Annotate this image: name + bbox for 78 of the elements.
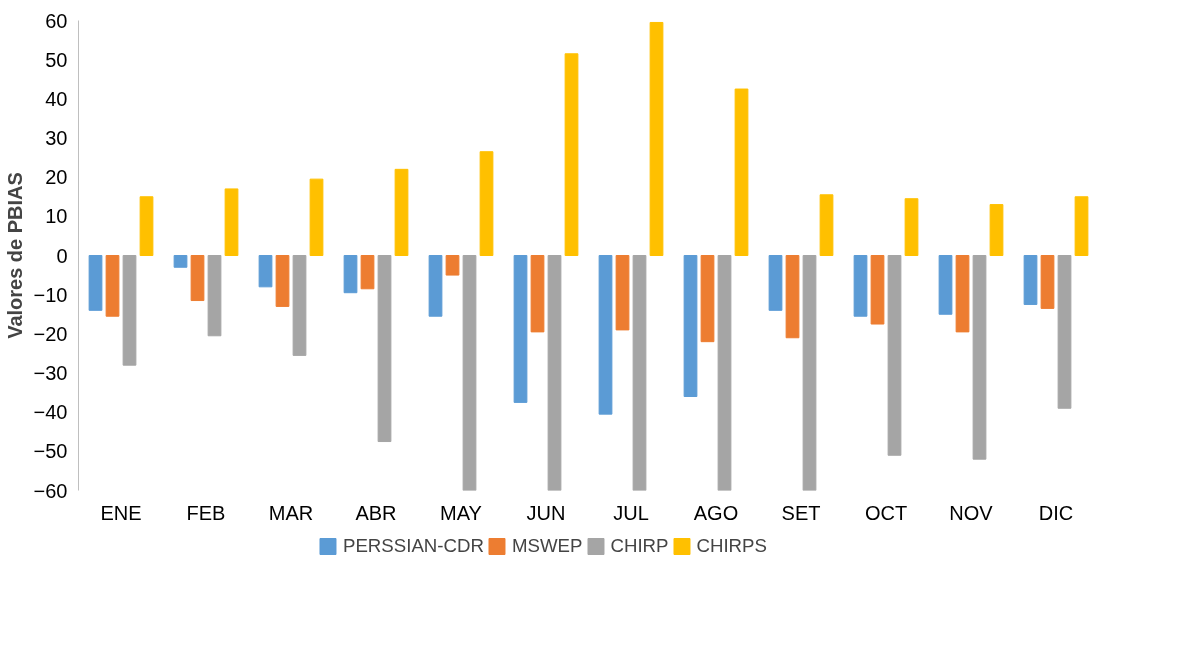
- bar: [819, 194, 834, 256]
- bar: [122, 255, 137, 366]
- bar: [513, 255, 528, 403]
- y-tick-label: −60: [33, 479, 68, 502]
- bar: [547, 255, 562, 491]
- x-tick-label: MAY: [440, 501, 482, 524]
- bar: [853, 255, 868, 317]
- bar: [1074, 196, 1089, 256]
- bar: [989, 204, 1004, 256]
- x-tick-label: SET: [781, 501, 821, 524]
- bar: [360, 255, 375, 290]
- bar: [292, 255, 307, 356]
- x-tick-label: ABR: [355, 501, 397, 524]
- bar: [88, 255, 103, 311]
- legend-label: CHIRPS: [696, 535, 767, 557]
- bar: [377, 255, 392, 443]
- x-tick-label: OCT: [864, 501, 908, 524]
- x-tick-label: JUL: [613, 501, 649, 524]
- y-tick-label: 0: [56, 244, 68, 267]
- bar: [462, 255, 477, 491]
- y-tick-label: 50: [45, 48, 68, 71]
- y-tick-label: −20: [33, 322, 68, 345]
- y-tick-label: 20: [45, 166, 68, 189]
- bar: [632, 255, 647, 491]
- bar: [904, 198, 919, 256]
- x-tick-label: FEB: [186, 501, 226, 524]
- bar: [530, 255, 545, 333]
- bar: [785, 255, 800, 339]
- x-tick-label: JUN: [526, 501, 566, 524]
- legend-label: CHIRP: [610, 535, 669, 557]
- x-tick-label: DIC: [1038, 501, 1074, 524]
- bar: [564, 53, 579, 256]
- bar: [224, 188, 239, 256]
- bar: [870, 255, 885, 325]
- y-tick-label: −40: [33, 401, 68, 424]
- bar: [258, 255, 273, 288]
- x-tick-label: MAR: [268, 501, 314, 524]
- y-tick-label: 10: [45, 205, 68, 228]
- x-tick-label: ENE: [100, 501, 142, 524]
- bar: [598, 255, 613, 415]
- bar: [309, 178, 324, 256]
- bar: [445, 255, 460, 276]
- legend-label: PERSSIAN-CDR: [342, 535, 484, 557]
- x-tick-label: AGO: [693, 501, 739, 524]
- bar: [428, 255, 443, 317]
- bar: [1057, 255, 1072, 409]
- bar: [802, 255, 817, 491]
- bar: [938, 255, 953, 315]
- bar: [1023, 255, 1038, 305]
- bar: [275, 255, 290, 307]
- legend-label: MSWEP: [511, 535, 583, 557]
- bar: [700, 255, 715, 343]
- bar: [972, 255, 987, 460]
- bar: [173, 255, 188, 268]
- y-axis-title: Valores de PBIAS: [3, 172, 26, 339]
- y-tick-label: −10: [33, 283, 68, 306]
- y-tick-label: 40: [45, 87, 68, 110]
- bar: [479, 151, 494, 256]
- bar: [615, 255, 630, 331]
- bar: [190, 255, 205, 302]
- bar: [343, 255, 358, 294]
- bar: [683, 255, 698, 397]
- bar: [1040, 255, 1055, 309]
- y-tick-label: 30: [45, 127, 68, 149]
- bar: [207, 255, 222, 337]
- y-tick-label: −50: [33, 440, 68, 463]
- bar: [717, 255, 732, 491]
- bar: [139, 196, 154, 256]
- bar: [887, 255, 902, 456]
- bar: [105, 255, 120, 317]
- x-tick-label: NOV: [949, 501, 994, 524]
- bar: [734, 88, 749, 256]
- y-tick-label: −30: [33, 362, 68, 384]
- bar: [955, 255, 970, 333]
- bar: [649, 21, 664, 256]
- bar: [394, 168, 409, 256]
- y-tick-label: 60: [45, 9, 68, 32]
- bar: [768, 255, 783, 311]
